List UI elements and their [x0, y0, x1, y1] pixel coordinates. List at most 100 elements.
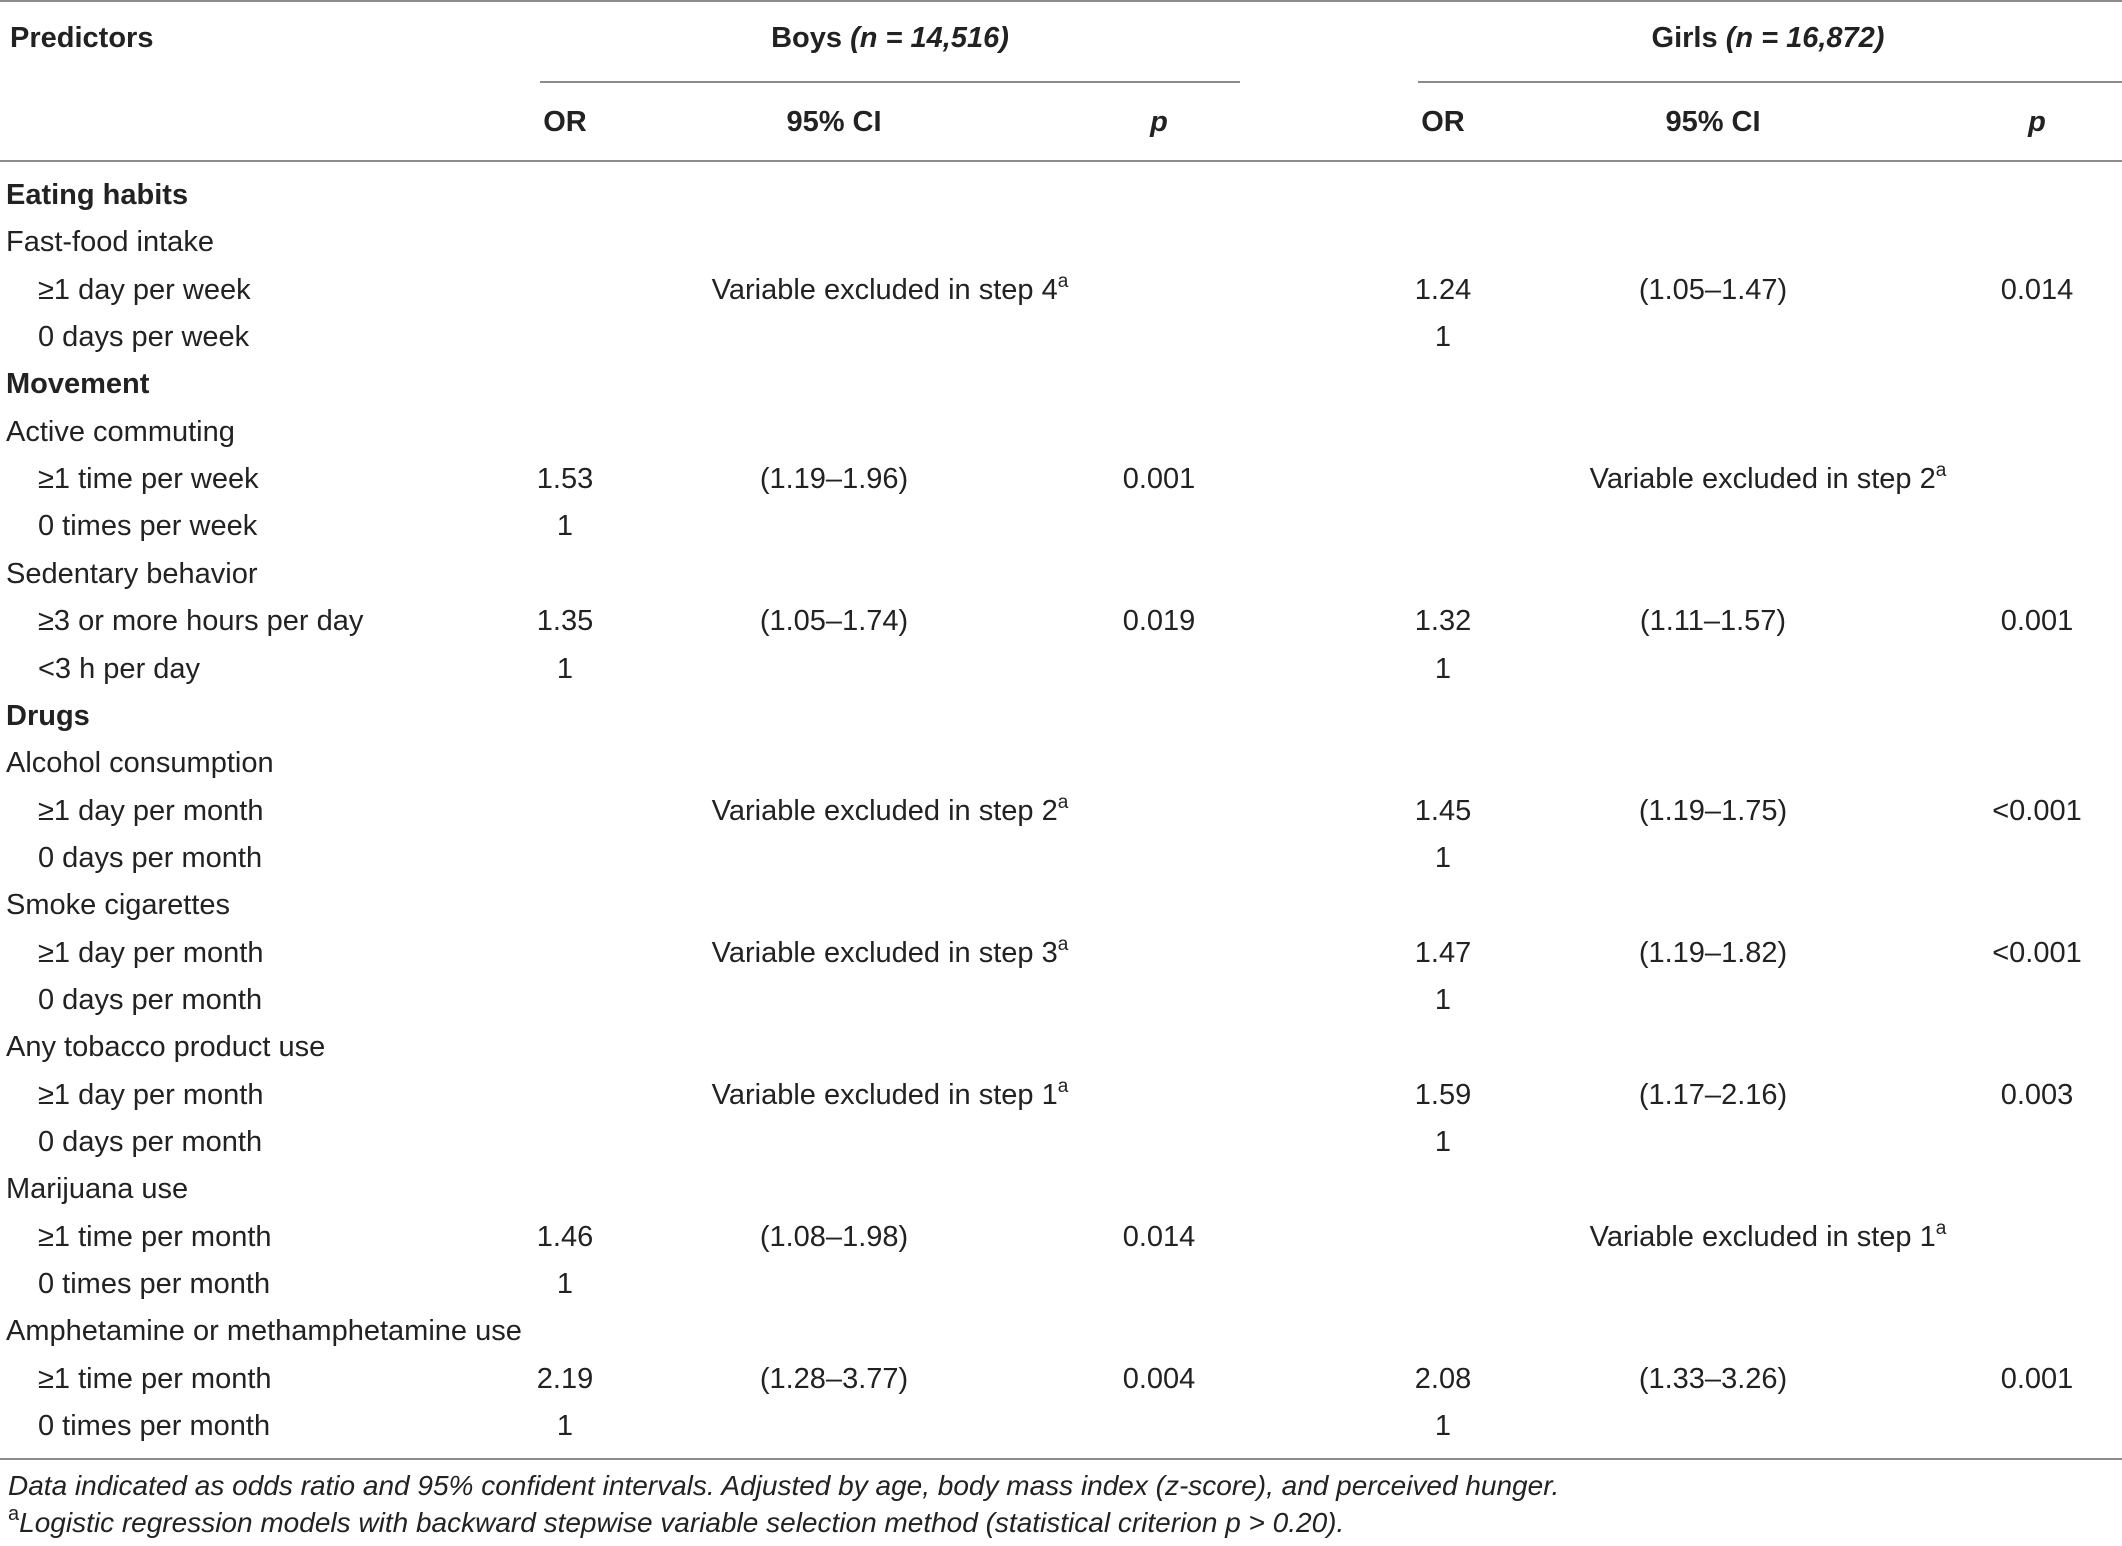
footnote-marker: a	[1935, 460, 1947, 482]
table-row: ≥1 day per month Variable excluded in ste…	[0, 788, 2122, 835]
boys-p-value: 0.001	[1122, 463, 1196, 496]
predictor-label: 0 times per week	[38, 510, 258, 543]
variable-row: Active commuting	[0, 409, 2122, 456]
excluded-note-text: Variable excluded in step 1	[1589, 1220, 1936, 1253]
predictor-label: Marijuana use	[6, 1173, 189, 1206]
variable-row: Amphetamine or methamphetamine use	[0, 1308, 2122, 1355]
boys-excluded-note: Variable excluded in step 1a	[712, 1072, 1069, 1119]
girls-or-value: 1	[1434, 841, 1452, 874]
predictor-label: Active commuting	[6, 415, 235, 448]
section-heading: Drugs	[6, 699, 90, 732]
header-boys-n: (n = 14,516)	[850, 22, 1009, 54]
predictor-label: 0 days per month	[38, 841, 263, 874]
header-girls-n: (n = 16,872)	[1725, 22, 1885, 54]
header-girls-p: p	[2028, 106, 2046, 138]
table-bottom-rule	[0, 1458, 2122, 1460]
girls-excluded-note: Variable excluded in step 1a	[1590, 1214, 1947, 1261]
table-row: ≥1 time per week 1.53 (1.19–1.96) 0.001 Vari…	[0, 456, 2122, 503]
predictor-label: ≥3 or more hours per day	[38, 605, 364, 638]
table-row: 0 days per month 1	[0, 977, 2122, 1024]
girls-ci-value: (1.17–2.16)	[1638, 1078, 1788, 1111]
boys-p-value: 0.004	[1122, 1362, 1196, 1395]
predictor-label: ≥1 time per month	[38, 1220, 272, 1253]
girls-excluded-note: Variable excluded in step 2a	[1590, 456, 1947, 503]
predictor-label: Smoke cigarettes	[6, 889, 231, 922]
header-boys-or: OR	[543, 106, 587, 138]
table-row: ≥1 time per month 1.46 (1.08–1.98) 0.014 Var…	[0, 1214, 2122, 1261]
girls-or-value: 1	[1434, 1126, 1452, 1158]
predictor-label: ≥1 day per week	[38, 273, 251, 306]
footnote-marker: a	[1057, 1075, 1069, 1097]
boys-or-value: 1.53	[536, 463, 594, 496]
table-top-rule	[0, 0, 2122, 2]
table-row: ≥1 day per week Variable excluded in step…	[0, 267, 2122, 314]
girls-or-value: 1	[1434, 1410, 1452, 1443]
girls-or-value: 1.47	[1414, 936, 1472, 969]
header-boys-label: Boys	[771, 22, 843, 54]
predictor-label: Sedentary behavior	[6, 557, 258, 590]
predictor-label: ≥1 day per month	[38, 1078, 264, 1111]
boys-excluded-note: Variable excluded in step 4a	[712, 267, 1069, 314]
girls-ci-value: (1.05–1.47)	[1638, 273, 1788, 306]
boys-ci-value: (1.19–1.96)	[759, 463, 909, 496]
girls-ci-value: (1.33–3.26)	[1638, 1362, 1788, 1395]
girls-or-value: 1.45	[1414, 794, 1472, 827]
girls-p-value: 0.014	[2000, 273, 2074, 306]
predictor-label: Alcohol consumption	[6, 747, 274, 780]
variable-row: Marijuana use	[0, 1166, 2122, 1213]
predictor-label: Amphetamine or methamphetamine use	[6, 1315, 522, 1348]
footnote-marker: a	[1057, 791, 1069, 813]
table-row: ≥3 or more hours per day 1.35 (1.05–1.74) 0…	[0, 598, 2122, 645]
section-row: Eating habits	[0, 172, 2122, 219]
header-girls-ci: 95% CI	[1665, 106, 1761, 138]
excluded-note-text: Variable excluded in step 1	[711, 1078, 1058, 1111]
excluded-note-text: Variable excluded in step 4	[711, 273, 1058, 306]
excluded-note-text: Variable excluded in step 2	[1589, 463, 1936, 496]
predictor-label: ≥1 day per month	[38, 794, 264, 827]
header-girls-or: OR	[1421, 106, 1465, 138]
section-heading: Movement	[6, 368, 150, 401]
header-boys-group: Boys (n = 14,516)	[771, 22, 1009, 55]
girls-p-value: 0.001	[2000, 1362, 2074, 1395]
predictor-label: 0 days per month	[38, 1126, 263, 1158]
girls-p-value: <0.001	[1992, 936, 2082, 969]
predictor-label: Any tobacco product use	[6, 1031, 326, 1064]
footnote-marker: a	[1057, 270, 1069, 292]
boys-ci-value: (1.08–1.98)	[759, 1220, 909, 1253]
predictor-label: 0 times per month	[38, 1410, 271, 1443]
predictor-label: ≥1 time per week	[38, 463, 259, 496]
predictor-label: Fast-food intake	[6, 226, 214, 259]
boys-group-rule	[540, 81, 1240, 83]
boys-or-value: 1	[556, 652, 574, 685]
footnote-adjustment: Data indicated as odds ratio and 95% con…	[8, 1470, 1560, 1501]
variable-row: Sedentary behavior	[0, 551, 2122, 598]
girls-p-value: 0.001	[2000, 605, 2074, 638]
boys-excluded-note: Variable excluded in step 3a	[712, 930, 1069, 977]
table-row: 0 times per month 1	[0, 1261, 2122, 1308]
boys-or-value: 1	[556, 1268, 574, 1301]
table-row: ≥1 day per month Variable excluded in ste…	[0, 1072, 2122, 1119]
girls-p-value: <0.001	[1992, 794, 2082, 827]
boys-or-value: 1	[556, 510, 574, 543]
girls-group-rule	[1418, 81, 2122, 83]
girls-or-value: 1	[1434, 321, 1452, 354]
table-row: 0 days per month 1	[0, 1119, 2122, 1166]
footnote-marker: a	[1057, 933, 1069, 955]
table-row: 0 times per week 1	[0, 503, 2122, 550]
table-row: ≥1 time per month 2.19 (1.28–3.77) 0.004 2.0…	[0, 1356, 2122, 1403]
girls-ci-value: (1.19–1.75)	[1638, 794, 1788, 827]
predictor-label: ≥1 day per month	[38, 936, 264, 969]
predictor-label: 0 times per month	[38, 1268, 271, 1301]
variable-row: Alcohol consumption	[0, 740, 2122, 787]
boys-or-value: 2.19	[536, 1362, 594, 1395]
footnote-a-text: Logistic regression models with backward…	[19, 1507, 1345, 1538]
girls-or-value: 1.32	[1414, 605, 1472, 638]
excluded-note-text: Variable excluded in step 2	[711, 794, 1058, 827]
boys-p-value: 0.014	[1122, 1220, 1196, 1253]
section-row: Movement	[0, 361, 2122, 408]
table-row: ≥1 day per month Variable excluded in ste…	[0, 930, 2122, 977]
boys-p-value: 0.019	[1122, 605, 1196, 638]
boys-or-value: 1.35	[536, 605, 594, 638]
predictor-label: <3 h per day	[38, 652, 201, 685]
footnote-a-marker: a	[8, 1503, 20, 1525]
